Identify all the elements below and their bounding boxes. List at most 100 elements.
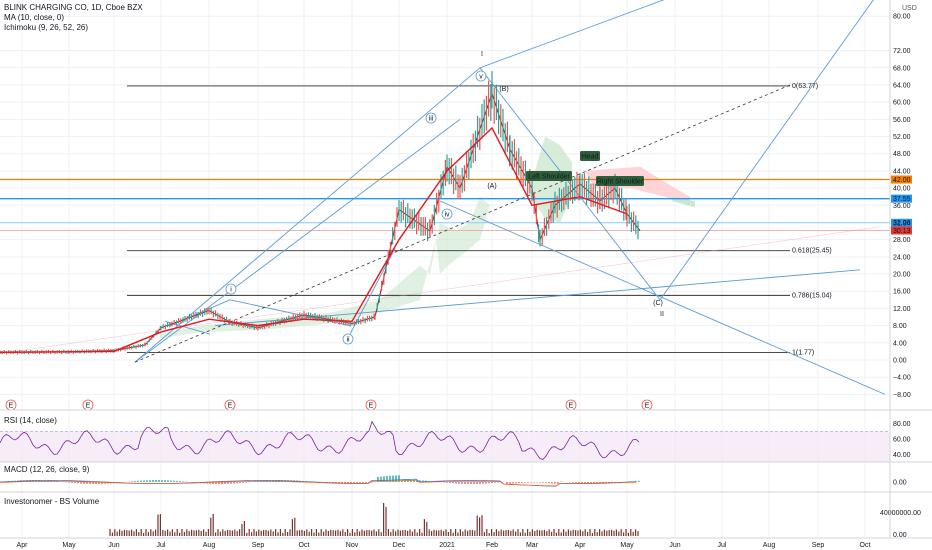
price-tag [891, 194, 912, 203]
wave-iii-label: iii [429, 115, 434, 122]
y-tick-label: 68.00 [893, 65, 911, 72]
indicator-panes: 80.00 60.00 40.00 0.00 40000000.00 0.00 [0, 420, 921, 539]
head-tag: Head [582, 153, 599, 160]
price-tag-label: 30.13 [893, 228, 911, 235]
trendline [659, 0, 874, 301]
wave-v-label: v [479, 73, 483, 80]
price-series [0, 71, 641, 355]
wave-iii-label-circle [425, 112, 437, 124]
rsi-line [0, 420, 640, 460]
volume-tick-label: 0.00 [893, 532, 907, 539]
trendline [134, 67, 481, 363]
y-tick-label: 56.00 [893, 117, 911, 124]
rsi-label: RSI (14, close) [4, 416, 57, 425]
legend-symbol: BLINK CHARGING CO, 1D, Cboe BZX [4, 3, 143, 12]
left-shoulder-tag: Left Shoulder [528, 173, 570, 180]
fib-level-label: 0(63.77) [792, 83, 818, 90]
left-shoulder-tag-bg [526, 171, 572, 181]
trendline [479, 0, 665, 69]
wave-i-label: i [230, 286, 232, 293]
y-tick-label: 72.00 [893, 48, 911, 55]
price-tag [891, 218, 912, 227]
x-tick-label: Aug [763, 542, 776, 549]
y-tick-label: 44.00 [893, 168, 911, 175]
y-tick-label: 52.00 [893, 134, 911, 141]
price-tag-label: 42.00 [893, 177, 911, 184]
horizontal-levels: 0(63.77) 0.618(25.45) 0.786(15.04) 1(1.77) 4… [0, 83, 912, 356]
price-tag [891, 175, 912, 184]
fib-level-label: 1(1.77) [792, 349, 814, 356]
y-tick-label: 32.00 [893, 220, 911, 227]
x-tick-label: Feb [486, 542, 498, 549]
legend-ichimoku: Ichimoku (9, 26, 52, 26) [4, 23, 89, 32]
trendline [134, 119, 461, 363]
wave-ii-label: ii [346, 336, 350, 343]
head-tag-bg [580, 151, 600, 161]
price-tag [891, 226, 912, 235]
dashed-channel-line [134, 84, 791, 363]
cloud-green-future [672, 196, 695, 208]
macd-signal-line [0, 479, 637, 487]
currency-label: USD [902, 5, 917, 12]
y-tick-label: 60.00 [893, 100, 911, 107]
x-tick-label: 2021 [439, 542, 455, 549]
x-tick-label: Jul [157, 542, 166, 549]
wave-v-label-circle [475, 70, 487, 82]
earnings-marker-label: E [369, 403, 374, 410]
x-tick-label: Aug [203, 542, 216, 549]
macd-tick-label: 0.00 [893, 480, 907, 487]
wave-A-label: (A) [487, 183, 496, 190]
wave-B-label: (B) [499, 86, 508, 93]
earnings-marker-label: E [228, 403, 233, 410]
wave-C-label: (C) [653, 300, 663, 307]
wave-I-label: I [481, 51, 483, 58]
y-tick-label: −8.00 [893, 392, 911, 399]
y-tick-label: 36.00 [893, 203, 911, 210]
x-tick-label: Sep [812, 542, 825, 549]
rsi-tick-label: 40.00 [893, 452, 911, 459]
trendlines [0, 0, 886, 395]
y-tick-label: 40.00 [893, 186, 911, 193]
x-tick-label: Mar [526, 542, 539, 549]
rsi-tick-label: 60.00 [893, 437, 911, 444]
x-tick-label: Sep [252, 542, 265, 549]
trendline [439, 200, 886, 395]
earnings-marker-label: E [86, 403, 91, 410]
cloud-green [160, 196, 490, 339]
y-tick-label: −4.00 [893, 375, 911, 382]
price-tag-label: 37.55 [893, 196, 911, 203]
y-tick-label: 48.00 [893, 151, 911, 158]
faint-ma-line [0, 226, 881, 354]
wave-iv-label-circle [441, 208, 453, 220]
rsi-band [0, 431, 890, 462]
rsi-tick-label: 80.00 [893, 421, 911, 428]
volume-tick-label: 40000000.00 [880, 510, 921, 517]
right-shoulder-tag: Right Shoulder [597, 178, 644, 185]
y-tick-label: 24.00 [893, 254, 911, 261]
y-tick-label: 12.00 [893, 306, 911, 313]
y-tick-label: 0.00 [893, 358, 907, 365]
legend-ma: MA (10, close, 0) [4, 13, 65, 22]
y-tick-label: 8.00 [893, 323, 907, 330]
x-tick-label: Nov [346, 542, 359, 549]
y-tick-label: 16.00 [893, 289, 911, 296]
x-tick-label: May [620, 542, 634, 549]
wave-ii-label-circle [342, 333, 354, 345]
trendline [214, 269, 861, 327]
earnings-marker-label: E [645, 403, 650, 410]
price-tag-label: 31.94 [893, 220, 911, 227]
x-tick-label: Apr [575, 542, 587, 549]
y-tick-label: 80.00 [893, 14, 911, 21]
x-tick-label: Jun [669, 542, 680, 549]
earnings-marker-label: E [569, 403, 574, 410]
fib-level-label: 0.618(25.45) [792, 248, 832, 255]
wave-iv-label: iv [444, 211, 450, 218]
volume-label: Investonomer - BS Volume [4, 497, 100, 506]
x-tick-label: Dec [393, 542, 406, 549]
fib-level-label: 0.786(15.04) [792, 292, 832, 299]
macd-label: MACD (12, 26, close, 9) [4, 465, 90, 474]
x-tick-label: May [62, 542, 76, 549]
y-tick-label: 28.00 [893, 237, 911, 244]
